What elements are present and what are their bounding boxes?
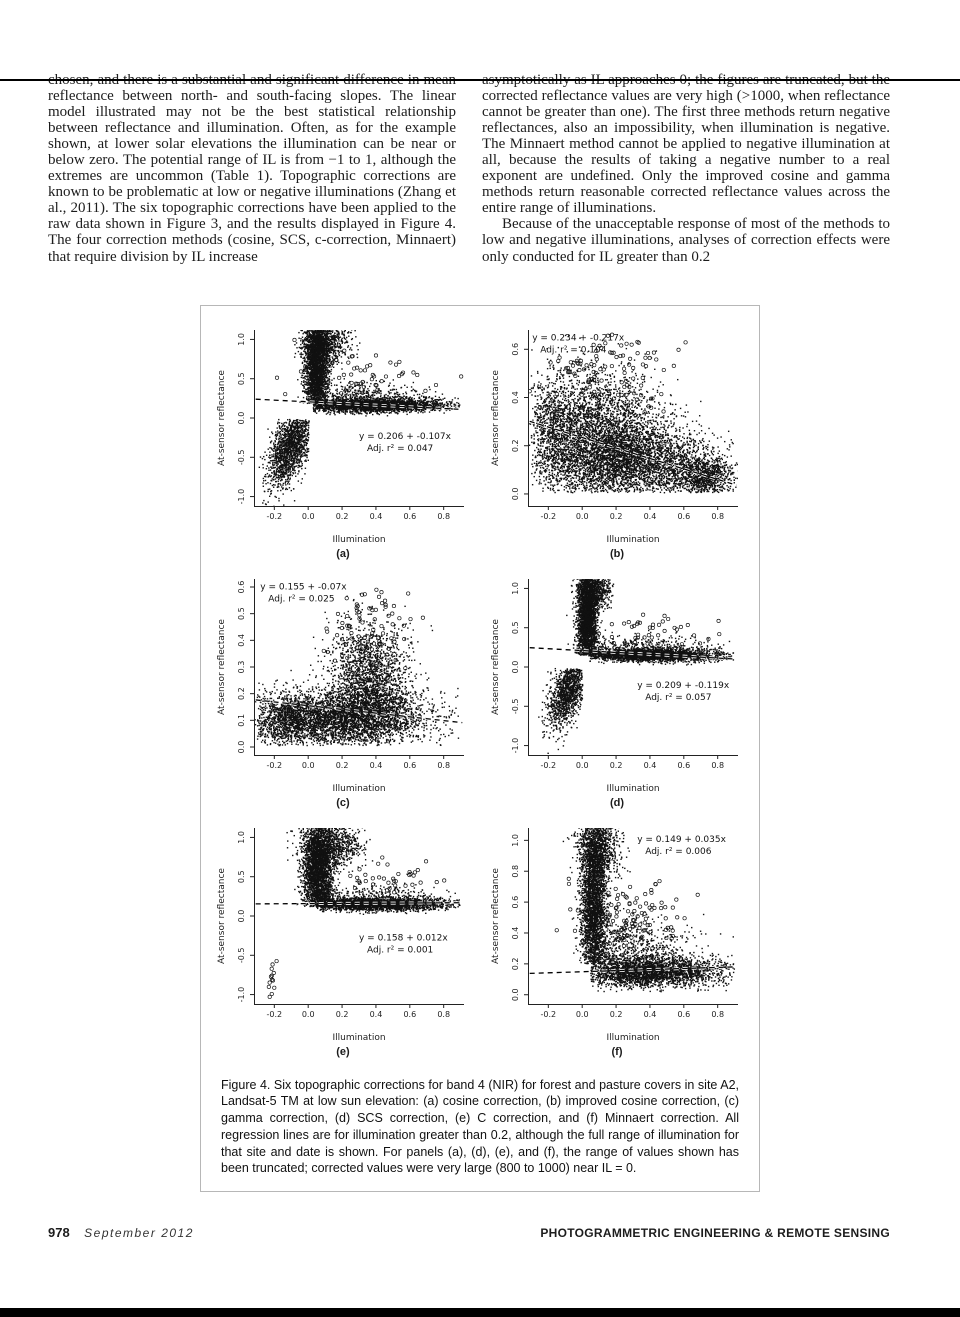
right-column-paragraph-1: asymptotically as IL approaches 0; the f… (482, 72, 890, 217)
panel-f: (f) (488, 819, 746, 1065)
body-text: chosen, and there is a substantial and s… (48, 72, 890, 265)
panel-a-label: (a) (336, 547, 350, 560)
panel-a: (a) (214, 321, 472, 567)
panel-e-label: (e) (336, 1045, 350, 1058)
page-footer: 978 September 2012 PHOTOGRAMMETRIC ENGIN… (48, 1224, 890, 1242)
page-number: 978 (48, 1225, 70, 1241)
panel-b: (b) (488, 321, 746, 567)
panel-c-label: (c) (336, 796, 350, 809)
panel-d-label: (d) (609, 796, 625, 809)
journal-name: PHOTOGRAMMETRIC ENGINEERING & REMOTE SEN… (540, 1226, 890, 1241)
figure-caption: Figure 4. Six topographic corrections fo… (221, 1077, 739, 1176)
scatterplot-c-correction (214, 819, 472, 1046)
scan-edge-bottom (0, 1308, 960, 1317)
panel-b-label: (b) (609, 547, 625, 560)
panel-d: (d) (488, 570, 746, 816)
scatterplot-cosine-correction (214, 321, 472, 548)
panel-e: (e) (214, 819, 472, 1065)
scatterplot-gamma-correction (214, 570, 472, 797)
right-column: asymptotically as IL approaches 0; the f… (482, 72, 890, 265)
figure-4: (a) (b) (c) (d) (e) (f) Figure 4. Six to… (200, 304, 760, 1193)
panel-f-label: (f) (611, 1045, 623, 1058)
scatterplot-scs-correction (488, 570, 746, 797)
plot-grid: (a) (b) (c) (d) (e) (f) (213, 321, 747, 1065)
footer-left: 978 September 2012 (48, 1224, 194, 1242)
issue-date: September 2012 (84, 1226, 194, 1241)
panel-c: (c) (214, 570, 472, 816)
scatterplot-improved-cosine-correction (488, 321, 746, 548)
scatterplot-minnaert-correction (488, 819, 746, 1046)
left-column-text: chosen, and there is a substantial and s… (48, 72, 456, 265)
right-column-paragraph-2: Because of the unacceptable response of … (482, 216, 890, 265)
scan-edge-top (0, 79, 960, 81)
